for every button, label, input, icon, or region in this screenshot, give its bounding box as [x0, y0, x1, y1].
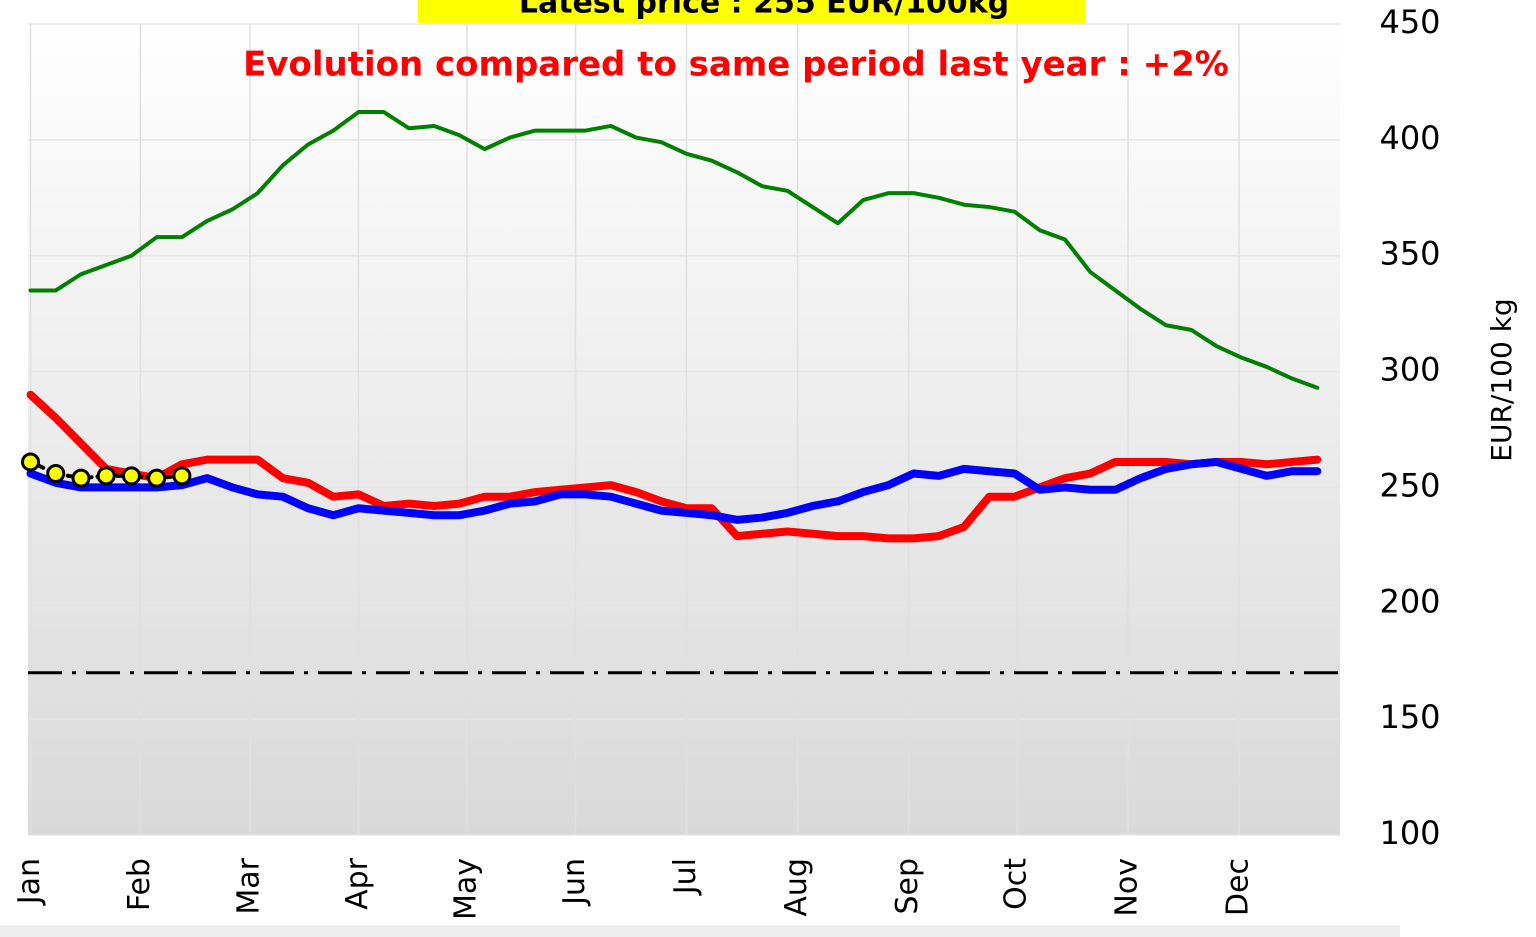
y-tick-label: 450: [1379, 3, 1440, 41]
y-tick-label: 100: [1379, 814, 1440, 852]
y-tick-label: 200: [1379, 582, 1440, 620]
y-tick-label: 150: [1379, 698, 1440, 736]
y-tick-label: 300: [1379, 351, 1440, 389]
data-point: [46, 464, 66, 484]
y-axis-label: EUR/100 kg: [1485, 298, 1518, 461]
x-tick-label: Apr: [340, 857, 375, 910]
x-tick-label: Oct: [999, 858, 1034, 910]
series-line: [26, 390, 1322, 543]
plot-area: [28, 24, 1340, 835]
series-line: [26, 457, 1322, 524]
series-line: [28, 110, 1320, 390]
y-tick-label: 400: [1379, 119, 1440, 157]
x-tick-label: Jan: [12, 858, 47, 906]
data-point: [21, 452, 41, 472]
data-point: [71, 468, 91, 488]
x-tick-label: May: [449, 858, 484, 920]
y-tick-label: 250: [1379, 466, 1440, 504]
y-tick-label: 350: [1379, 235, 1440, 273]
data-point: [96, 466, 116, 486]
scroll-band: [0, 925, 1400, 937]
chart-subtitle: Evolution compared to same period last y…: [243, 45, 1229, 85]
x-tick-label: Dec: [1221, 858, 1256, 916]
data-point: [172, 466, 192, 486]
x-tick-label: Sep: [890, 858, 925, 915]
title-box: [418, 0, 1085, 23]
data-point: [121, 466, 141, 486]
x-tick-label: Feb: [122, 858, 157, 911]
x-tick-label: Jul: [668, 858, 703, 896]
x-tick-label: Aug: [779, 858, 814, 917]
chart-title: Latest price : 255 EUR/100kg: [519, 0, 1009, 21]
x-tick-label: Nov: [1110, 858, 1145, 917]
x-tick-label: Mar: [232, 857, 267, 914]
x-tick-label: Jun: [557, 858, 592, 907]
data-point: [147, 468, 167, 488]
